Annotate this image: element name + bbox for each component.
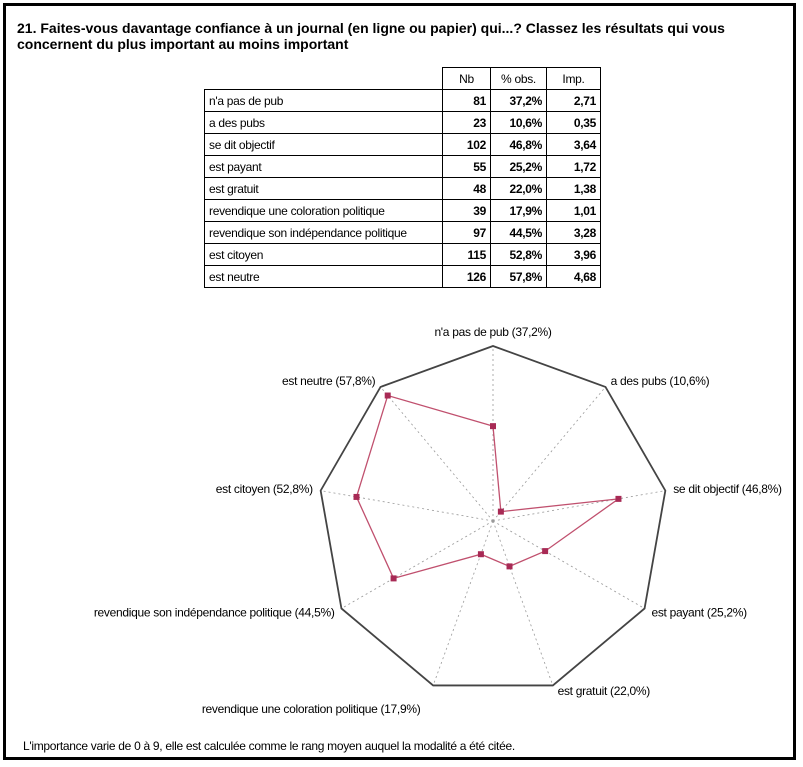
row-label: est citoyen <box>204 243 443 266</box>
row-obs: 37,2% <box>490 89 547 112</box>
row-label: est neutre <box>204 265 443 288</box>
row-nb: 126 <box>442 265 491 288</box>
row-imp: 3,96 <box>546 243 601 266</box>
row-obs: 10,6% <box>490 111 547 134</box>
radar-data-point <box>384 392 391 399</box>
table-row: revendique son indépendance politique 97… <box>204 221 601 244</box>
question-title: 21. Faites-vous davantage confiance à un… <box>17 20 725 52</box>
radar-axis-label: est payant (25,2%) <box>651 606 747 620</box>
radar-data-point <box>477 551 484 558</box>
radar-axis-label: revendique une coloration politique (17,… <box>202 702 421 716</box>
header-nb: Nb <box>442 67 491 90</box>
radar-spoke <box>320 490 494 522</box>
radar-spoke <box>492 520 554 686</box>
radar-axis-label: est gratuit (22,0%) <box>558 684 651 698</box>
table-row: est neutre 126 57,8% 4,68 <box>204 265 601 288</box>
row-imp: 0,35 <box>546 111 601 134</box>
row-imp: 1,01 <box>546 199 601 222</box>
radar-data-point <box>497 508 504 515</box>
table-row: revendique une coloration politique 39 1… <box>204 199 601 222</box>
radar-data-point <box>615 495 622 502</box>
results-table: Nb % obs. Imp. n'a pas de pub 81 37,2% 2… <box>204 67 601 288</box>
radar-spoke <box>492 490 666 522</box>
row-obs: 25,2% <box>490 155 547 178</box>
radar-data-point <box>353 493 360 500</box>
radar-axis-label: a des pubs (10,6%) <box>611 374 710 388</box>
row-label: revendique son indépendance politique <box>204 221 443 244</box>
radar-spoke <box>341 520 494 609</box>
row-obs: 17,9% <box>490 199 547 222</box>
radar-data-point <box>506 563 513 570</box>
table-row: est citoyen 115 52,8% 3,96 <box>204 243 601 266</box>
table-row: est gratuit 48 22,0% 1,38 <box>204 177 601 200</box>
radar-spoke <box>492 386 606 522</box>
row-imp: 4,68 <box>546 265 601 288</box>
radar-spoke <box>492 520 645 609</box>
row-imp: 3,28 <box>546 221 601 244</box>
radar-data-point <box>490 423 496 430</box>
radar-axis-label: est neutre (57,8%) <box>282 374 376 388</box>
radar-spoke <box>432 520 494 686</box>
row-label: revendique une coloration politique <box>204 199 443 222</box>
table-row: a des pubs 23 10,6% 0,35 <box>204 111 601 134</box>
row-obs: 57,8% <box>490 265 547 288</box>
row-label: est gratuit <box>204 177 443 200</box>
radar-outer-frame <box>319 345 667 687</box>
footnote: L'importance varie de 0 à 9, elle est ca… <box>23 739 515 753</box>
row-nb: 55 <box>442 155 491 178</box>
radar-axis-label: se dit objectif (46,8%) <box>673 482 782 496</box>
row-imp: 3,64 <box>546 133 601 156</box>
radar-axis-label: n'a pas de pub (37,2%) <box>434 325 551 339</box>
radar-axis-label: revendique son indépendance politique (4… <box>94 606 335 620</box>
table-row: se dit objectif 102 46,8% 3,64 <box>204 133 601 156</box>
radar-axis-label: est citoyen (52,8%) <box>216 482 313 496</box>
radar-data-point <box>542 548 549 555</box>
radar-spoke <box>380 386 494 522</box>
radar-series-line <box>355 394 621 580</box>
radar-data-point <box>390 575 397 582</box>
row-label: se dit objectif <box>204 133 443 156</box>
row-label: est payant <box>204 155 443 178</box>
table-header-row: Nb % obs. Imp. <box>204 67 601 90</box>
